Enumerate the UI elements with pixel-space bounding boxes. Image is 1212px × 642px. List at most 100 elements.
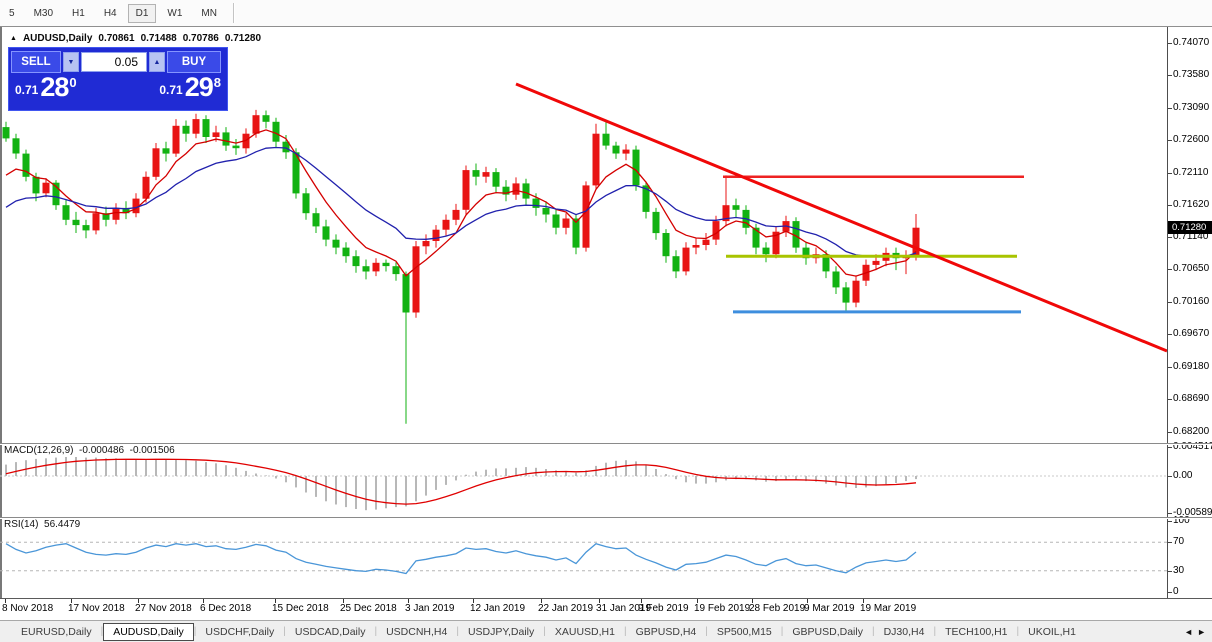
collapse-panel-icon[interactable]: ▲ [10,35,17,42]
price-axis-label-tick [1168,43,1172,44]
lot-increase-button[interactable]: ▲ [149,52,165,72]
date-axis-label: 8 Nov 2018 [2,603,54,614]
chart-tab-gbpusd-h4[interactable]: GBPUSD,H4 [635,625,697,638]
chart-tab-usdcad-daily[interactable]: USDCAD,Daily [294,625,366,638]
sell-price-display[interactable]: 0.71 28 0 [11,74,81,101]
macd-main-value: -0.000486 [79,445,125,456]
timeframe-button-h4[interactable]: H4 [103,7,117,19]
chart-tab-ukoil-h1[interactable]: UKOIL,H1 [1028,625,1076,638]
date-axis-label: 12 Jan 2019 [470,603,526,614]
chevron-down-icon: ▼ [67,58,75,66]
chevron-up-icon: ▲ [153,58,161,66]
rsi-axis-label: 0 [1173,586,1179,597]
date-tick [275,599,276,603]
date-axis-label: 25 Dec 2018 [340,603,397,614]
date-tick [343,599,344,603]
chart-tab-xauusd-h1[interactable]: XAUUSD,H1 [554,625,615,638]
lot-decrease-button[interactable]: ▼ [63,52,79,72]
price-axis-label-tick [1168,75,1172,76]
macd-histogram [5,457,917,511]
rsi-axis-label: 100 [1173,515,1190,526]
timeframe-button-mn[interactable]: MN [201,7,217,19]
timeframe-toolbar: 5 M30 H1 H4 D1 W1 MN [0,0,1212,27]
date-axis-label: 6 Dec 2018 [200,603,252,614]
one-click-trading-panel: SELL ▼ ▲ BUY 0.71 28 0 0.71 29 8 [8,47,228,111]
ohlc-close: 0.71280 [224,33,262,44]
sell-button[interactable]: SELL [11,51,61,73]
chart-tab-audusd-daily[interactable]: AUDUSD,Daily [103,622,194,641]
rsi-canvas[interactable] [0,517,1167,598]
timeframe-button-d1[interactable]: D1 [127,3,157,23]
chart-symbol-label: AUDUSD,Daily [22,33,93,44]
date-tick [541,599,542,603]
macd-axis-label: 0.004517 [1173,441,1212,452]
rsi-panel-divider[interactable] [0,517,1212,519]
date-tick [599,599,600,603]
date-axis-label: 15 Dec 2018 [272,603,329,614]
price-axis-label-tick [1168,367,1172,368]
lot-size-input[interactable] [81,52,147,72]
timeframe-button-w1[interactable]: W1 [167,7,183,19]
chart-tab-sp500-m15[interactable]: SP500,M15 [716,625,772,638]
ohlc-open: 0.70861 [98,33,135,44]
current-price-tag: 0.71280 [1168,221,1212,234]
macd-panel-divider[interactable] [0,443,1212,445]
date-axis[interactable]: 8 Nov 2018 17 Nov 2018 27 Nov 2018 6 Dec 20… [0,598,1212,620]
chart-tab-usdjpy-daily[interactable]: USDJPY,Daily [467,625,535,638]
rsi-line [5,542,917,575]
chart-tab-usdchf-daily[interactable]: USDCHF,Daily [205,625,275,638]
price-axis-label: 0.70160 [1173,296,1210,307]
tab-separator: | [283,626,286,637]
macd-canvas[interactable] [0,443,1167,517]
chart-tab-tech100-h1[interactable]: TECH100,H1 [945,625,1008,638]
price-axis-label-tick [1168,237,1172,238]
tab-separator: | [543,626,546,637]
price-axis-label: 0.72110 [1173,167,1209,178]
tab-scroll-right-icon[interactable]: ► [1197,627,1206,637]
rsi-axis-label: 70 [1173,536,1185,547]
chart-tab-dj30-h4[interactable]: DJ30,H4 [883,625,925,638]
tab-separator: | [933,626,937,637]
fast-ma-line [5,129,917,277]
price-axis-label: 0.68690 [1173,393,1210,404]
tab-scroll-left-icon[interactable]: ◄ [1184,627,1194,637]
buy-button[interactable]: BUY [167,51,221,73]
price-axis[interactable]: 0.74070 0.73580 0.73090 0.72600 0.72110 0.716… [1167,27,1212,598]
date-tick [408,599,409,603]
descending-trendline-object[interactable] [515,82,1167,353]
date-tick [807,599,808,603]
tab-separator: | [1016,626,1020,637]
macd-axis-label-tick [1168,447,1172,448]
chart-tab-usdcnh-h4[interactable]: USDCNH,H4 [386,625,448,638]
rsi-axis-label-tick [1168,521,1172,522]
main-chart-canvas[interactable] [0,27,1167,443]
ohlc-low: 0.70786 [182,33,219,44]
date-tick [641,599,642,603]
date-tick [752,599,753,603]
price-axis-label-tick [1168,399,1172,400]
date-tick [203,599,204,603]
buy-price-display[interactable]: 0.71 29 8 [155,72,225,103]
buy-price-prefix: 0.71 [159,83,183,97]
macd-name: MACD(12,26,9) [4,445,74,456]
tab-separator: | [456,626,459,637]
chart-title: ▲ AUDUSD,Daily 0.70861 0.71488 0.70786 0… [10,33,262,44]
buy-price-big-digits: 29 [184,72,214,103]
slow-ma-line [5,146,917,258]
date-axis-label: 31 Jan 2019 [596,603,652,614]
toolbar-separator [232,3,235,23]
tab-separator: | [705,626,708,637]
date-axis-label: 27 Nov 2018 [135,603,192,614]
tab-separator: | [871,626,875,637]
price-axis-label: 0.71620 [1173,199,1210,210]
price-axis-label: 0.71140 [1173,231,1209,242]
timeframe-button-5[interactable]: 5 [9,7,15,19]
chart-tab-eurusd-daily[interactable]: EURUSD,Daily [21,625,92,638]
date-tick [71,599,72,603]
timeframe-button-m30[interactable]: M30 [33,7,54,19]
chart-tab-bar: EURUSD,Daily | AUDUSD,Daily | USDCHF,Daily | U… [0,620,1212,642]
timeframe-button-h1[interactable]: H1 [72,7,85,19]
chart-tab-gbpusd-daily[interactable]: GBPUSD,Daily [792,625,863,638]
tab-separator: | [374,626,378,637]
